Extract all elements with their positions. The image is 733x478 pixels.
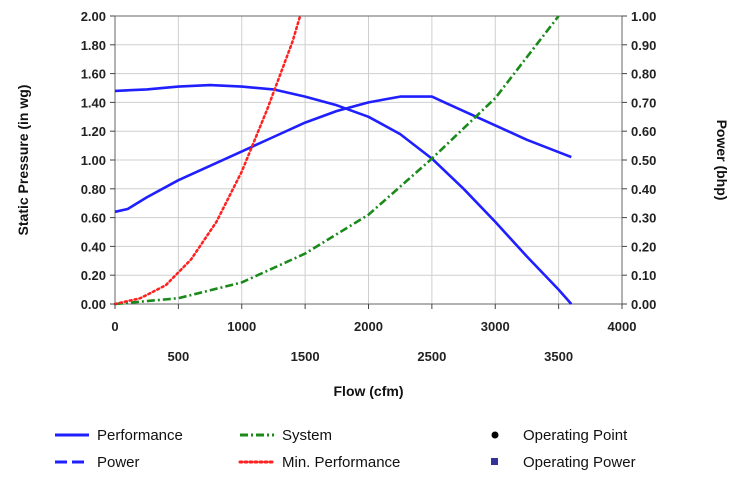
y-right-tick-label: 0.90 [631, 38, 656, 53]
y-left-tick-label: 1.80 [81, 38, 106, 53]
y-right-tick-label: 0.50 [631, 153, 656, 168]
series-min-performance [113, 14, 302, 306]
legend-label: Power [97, 454, 140, 471]
legend-label: Operating Point [523, 427, 628, 444]
y-left-tick-label: 2.00 [81, 9, 106, 24]
y-left-tick-label: 1.00 [81, 153, 106, 168]
legend-item: Operating Power [491, 454, 636, 471]
y-right-tick-label: 0.20 [631, 239, 656, 254]
legend-item: Power [55, 454, 140, 471]
y-right-tick-label: 0.00 [631, 297, 656, 312]
legend-item: System [240, 427, 332, 444]
legend-label: Min. Performance [282, 454, 400, 471]
y-right-tick-label: 0.80 [631, 67, 656, 82]
y-left-tick-label: 0.20 [81, 268, 106, 283]
y-right-tick-label: 1.00 [631, 9, 656, 24]
chart-series [113, 14, 573, 306]
legend-item: Performance [55, 427, 183, 444]
x-tick-label-upper: 0 [111, 319, 118, 334]
y-right-tick-label: 0.10 [631, 268, 656, 283]
legend-label: Operating Power [523, 454, 636, 471]
y-right-tick-label: 0.60 [631, 124, 656, 139]
legend-swatch-dot [491, 431, 499, 439]
chart-legend: Performance System Operating Point Power Min… [55, 427, 636, 471]
axis-ticks: 0.00 0.20 0.40 0.60 0.80 1.00 1.20 1.40 1.60 1.80… [81, 9, 657, 364]
y-left-tick-label: 0.00 [81, 297, 106, 312]
series-system [114, 15, 560, 306]
y-axis-right-title: Power (bhp) [714, 120, 730, 201]
x-tick-label-upper: 2000 [354, 319, 383, 334]
legend-swatch-square [491, 458, 498, 465]
x-tick-label-upper: 3000 [481, 319, 510, 334]
x-tick-label-lower: 1500 [291, 349, 320, 364]
x-tick-label-lower: 2500 [417, 349, 446, 364]
y-left-tick-label: 1.40 [81, 95, 106, 110]
legend-label: System [282, 427, 332, 444]
y-left-tick-label: 1.20 [81, 124, 106, 139]
y-axis-left-title: Static Pressure (in wg) [15, 85, 31, 236]
x-axis-title: Flow (cfm) [334, 383, 404, 399]
x-tick-label-lower: 500 [168, 349, 190, 364]
y-left-tick-label: 0.40 [81, 239, 106, 254]
y-left-tick-label: 0.80 [81, 182, 106, 197]
x-tick-label-lower: 3500 [544, 349, 573, 364]
series-power [114, 95, 572, 214]
y-right-tick-label: 0.40 [631, 182, 656, 197]
x-tick-label-upper: 4000 [608, 319, 637, 334]
y-left-tick-label: 0.60 [81, 211, 106, 226]
legend-item: Operating Point [491, 427, 628, 444]
y-right-tick-label: 0.30 [631, 211, 656, 226]
series-performance [114, 83, 573, 305]
y-right-tick-label: 0.70 [631, 95, 656, 110]
legend-label: Performance [97, 427, 183, 444]
legend-item: Min. Performance [238, 454, 400, 471]
x-tick-label-upper: 1000 [227, 319, 256, 334]
y-left-tick-label: 1.60 [81, 67, 106, 82]
